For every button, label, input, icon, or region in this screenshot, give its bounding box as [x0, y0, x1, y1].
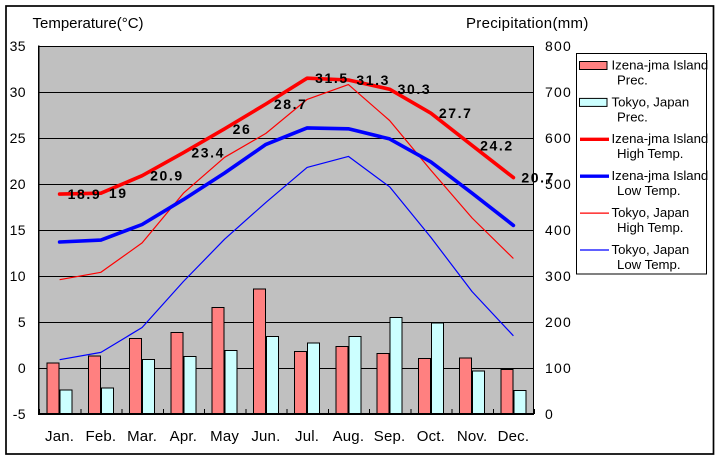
svg-text:Dec.: Dec.	[498, 428, 530, 445]
svg-text:Tokyo, Japan: Tokyo, Japan	[612, 94, 690, 109]
svg-text:Tokyo, Japan: Tokyo, Japan	[612, 242, 690, 257]
svg-text:Oct.: Oct.	[417, 428, 445, 445]
svg-text:Sep.: Sep.	[374, 428, 406, 445]
svg-text:-5: -5	[13, 406, 26, 422]
svg-text:600: 600	[545, 130, 572, 146]
svg-text:Nov.: Nov.	[457, 428, 488, 445]
svg-text:Temperature(°C): Temperature(°C)	[33, 15, 144, 32]
svg-text:May: May	[210, 428, 239, 445]
svg-text:0: 0	[18, 360, 26, 376]
svg-text:200: 200	[545, 314, 572, 330]
svg-text:300: 300	[545, 268, 572, 284]
svg-text:700: 700	[545, 84, 572, 100]
svg-text:Low Temp.: Low Temp.	[617, 183, 681, 198]
svg-text:Izena-jma Island: Izena-jma Island	[612, 57, 709, 72]
svg-text:25: 25	[10, 130, 26, 146]
svg-text:Prec.: Prec.	[617, 72, 648, 87]
svg-text:Izena-jma Island: Izena-jma Island	[612, 131, 709, 146]
svg-text:31.5: 31.5	[315, 70, 349, 86]
svg-text:Jun.: Jun.	[251, 428, 280, 445]
svg-text:20.9: 20.9	[150, 168, 184, 184]
svg-text:Jul.: Jul.	[295, 428, 319, 445]
svg-text:18.9: 18.9	[68, 186, 102, 202]
svg-text:400: 400	[545, 222, 572, 238]
svg-text:Precipitation(mm): Precipitation(mm)	[466, 15, 589, 32]
svg-text:20: 20	[10, 176, 26, 192]
svg-text:27.7: 27.7	[439, 105, 473, 121]
svg-text:35: 35	[10, 38, 26, 54]
svg-text:High Temp.: High Temp.	[617, 146, 683, 161]
svg-text:28.7: 28.7	[274, 96, 308, 112]
svg-text:0: 0	[545, 406, 554, 422]
svg-text:5: 5	[18, 314, 26, 330]
svg-text:500: 500	[545, 176, 572, 192]
svg-text:26: 26	[233, 121, 252, 137]
svg-text:30: 30	[10, 84, 26, 100]
svg-text:Apr.: Apr.	[170, 428, 197, 445]
svg-text:30.3: 30.3	[398, 81, 432, 97]
svg-text:Prec.: Prec.	[617, 109, 648, 124]
svg-text:Tokyo, Japan: Tokyo, Japan	[612, 205, 690, 220]
svg-text:Low Temp.: Low Temp.	[617, 257, 681, 272]
svg-text:15: 15	[10, 222, 26, 238]
svg-text:19: 19	[109, 185, 128, 201]
svg-text:Mar.: Mar.	[127, 428, 157, 445]
svg-text:Aug.: Aug.	[333, 428, 365, 445]
svg-text:20.7: 20.7	[521, 170, 555, 186]
svg-text:800: 800	[545, 38, 572, 54]
svg-text:100: 100	[545, 360, 572, 376]
svg-text:23.4: 23.4	[191, 145, 225, 161]
svg-text:31.3: 31.3	[356, 72, 390, 88]
svg-text:10: 10	[10, 268, 26, 284]
svg-text:24.2: 24.2	[480, 137, 514, 153]
svg-text:Jan.: Jan.	[45, 428, 74, 445]
svg-text:High Temp.: High Temp.	[617, 220, 683, 235]
svg-text:Izena-jma Island: Izena-jma Island	[612, 168, 709, 183]
svg-text:Feb.: Feb.	[85, 428, 116, 445]
